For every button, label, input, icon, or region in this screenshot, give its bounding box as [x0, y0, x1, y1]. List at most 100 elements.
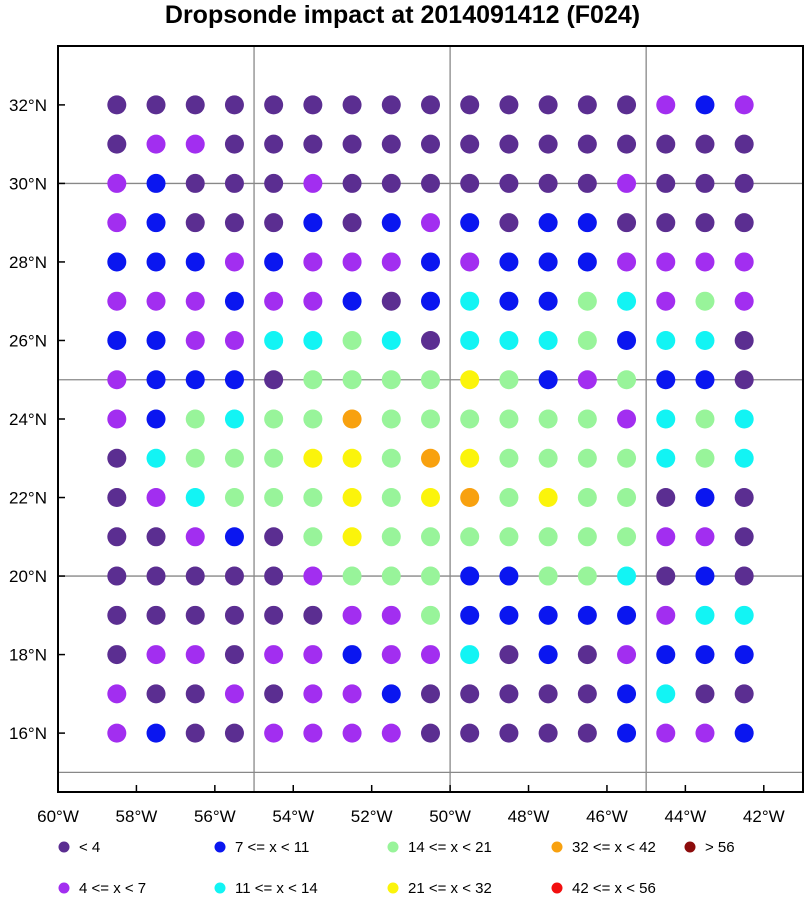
impact-dot — [107, 330, 127, 350]
impact-dot — [303, 605, 323, 625]
impact-dot — [538, 684, 558, 704]
impact-dot — [577, 95, 597, 115]
impact-dot — [734, 213, 754, 233]
impact-dot — [695, 448, 715, 468]
impact-dot — [538, 527, 558, 547]
impact-dot — [695, 527, 715, 547]
impact-dot — [342, 527, 362, 547]
legend-swatch — [387, 882, 399, 894]
impact-dot — [734, 330, 754, 350]
x-tick-label: 50°W — [429, 807, 471, 826]
y-tick-label: 28°N — [9, 253, 47, 272]
impact-dot — [499, 95, 519, 115]
x-tick-label: 52°W — [351, 807, 393, 826]
impact-dot — [656, 95, 676, 115]
legend-label: 32 <= x < 42 — [572, 839, 656, 856]
impact-dot — [656, 645, 676, 665]
impact-dot — [734, 448, 754, 468]
impact-dot — [381, 95, 401, 115]
impact-dot — [499, 370, 519, 390]
impact-dot — [617, 95, 637, 115]
impact-dot — [185, 330, 205, 350]
impact-dot — [577, 605, 597, 625]
impact-dot — [734, 252, 754, 272]
impact-dot — [460, 605, 480, 625]
impact-dot — [695, 95, 715, 115]
impact-dot — [617, 723, 637, 743]
impact-dot — [381, 213, 401, 233]
x-tick-label: 54°W — [272, 807, 314, 826]
impact-dot — [146, 252, 166, 272]
impact-dot — [264, 134, 284, 154]
impact-dot — [146, 645, 166, 665]
impact-dot — [460, 370, 480, 390]
impact-dot — [303, 173, 323, 193]
impact-dot — [381, 370, 401, 390]
impact-dot — [617, 605, 637, 625]
impact-dot — [224, 173, 244, 193]
impact-dot — [264, 370, 284, 390]
impact-dot — [264, 566, 284, 586]
impact-dot — [421, 134, 440, 154]
impact-dot — [381, 684, 401, 704]
impact-dot — [224, 684, 244, 704]
impact-dot — [656, 448, 676, 468]
impact-dot — [656, 605, 676, 625]
impact-dot — [538, 252, 558, 272]
impact-dot — [107, 291, 127, 311]
impact-dot — [185, 527, 205, 547]
impact-dot — [734, 566, 754, 586]
legend-label: 42 <= x < 56 — [572, 880, 656, 897]
impact-dot — [381, 291, 401, 311]
impact-dot — [342, 645, 362, 665]
impact-dot — [538, 370, 558, 390]
impact-dot — [656, 527, 676, 547]
impact-dot — [617, 488, 637, 508]
impact-dot — [342, 605, 362, 625]
impact-dot — [224, 252, 244, 272]
impact-dot — [224, 213, 244, 233]
impact-dot — [381, 252, 401, 272]
impact-dot — [421, 330, 440, 350]
impact-dot — [656, 213, 676, 233]
impact-dot — [146, 448, 166, 468]
impact-dot — [264, 488, 284, 508]
impact-dot — [146, 95, 166, 115]
x-tick-label: 58°W — [116, 807, 158, 826]
impact-dot — [538, 488, 558, 508]
impact-dot — [342, 252, 362, 272]
impact-dot — [303, 409, 323, 429]
impact-dot — [264, 448, 284, 468]
impact-dot — [146, 605, 166, 625]
impact-dot — [146, 566, 166, 586]
impact-dot — [538, 566, 558, 586]
legend-swatch — [684, 841, 696, 853]
impact-dot — [460, 173, 480, 193]
impact-dot — [303, 684, 323, 704]
impact-dot — [303, 566, 323, 586]
impact-dot — [617, 409, 637, 429]
impact-dots — [107, 95, 754, 743]
impact-dot — [538, 409, 558, 429]
impact-dot — [146, 291, 166, 311]
impact-dot — [303, 134, 323, 154]
impact-dot — [460, 448, 480, 468]
impact-dot — [224, 605, 244, 625]
impact-dot — [303, 527, 323, 547]
impact-dot — [421, 488, 440, 508]
y-tick-label: 16°N — [9, 724, 47, 743]
axis-ticks: 60°W 58°W 56°W 54°W 52°W 50°W 48°W 46°W 44°W 42°W… — [9, 96, 785, 826]
impact-dot — [421, 95, 440, 115]
impact-dot — [185, 605, 205, 625]
impact-dot — [538, 291, 558, 311]
impact-dot — [421, 213, 440, 233]
impact-dot — [656, 370, 676, 390]
impact-dot — [538, 448, 558, 468]
x-tick-label: 48°W — [508, 807, 550, 826]
impact-dot — [107, 134, 127, 154]
impact-dot — [577, 370, 597, 390]
impact-dot — [538, 95, 558, 115]
impact-dot — [538, 173, 558, 193]
impact-dot — [303, 723, 323, 743]
impact-dot — [577, 291, 597, 311]
